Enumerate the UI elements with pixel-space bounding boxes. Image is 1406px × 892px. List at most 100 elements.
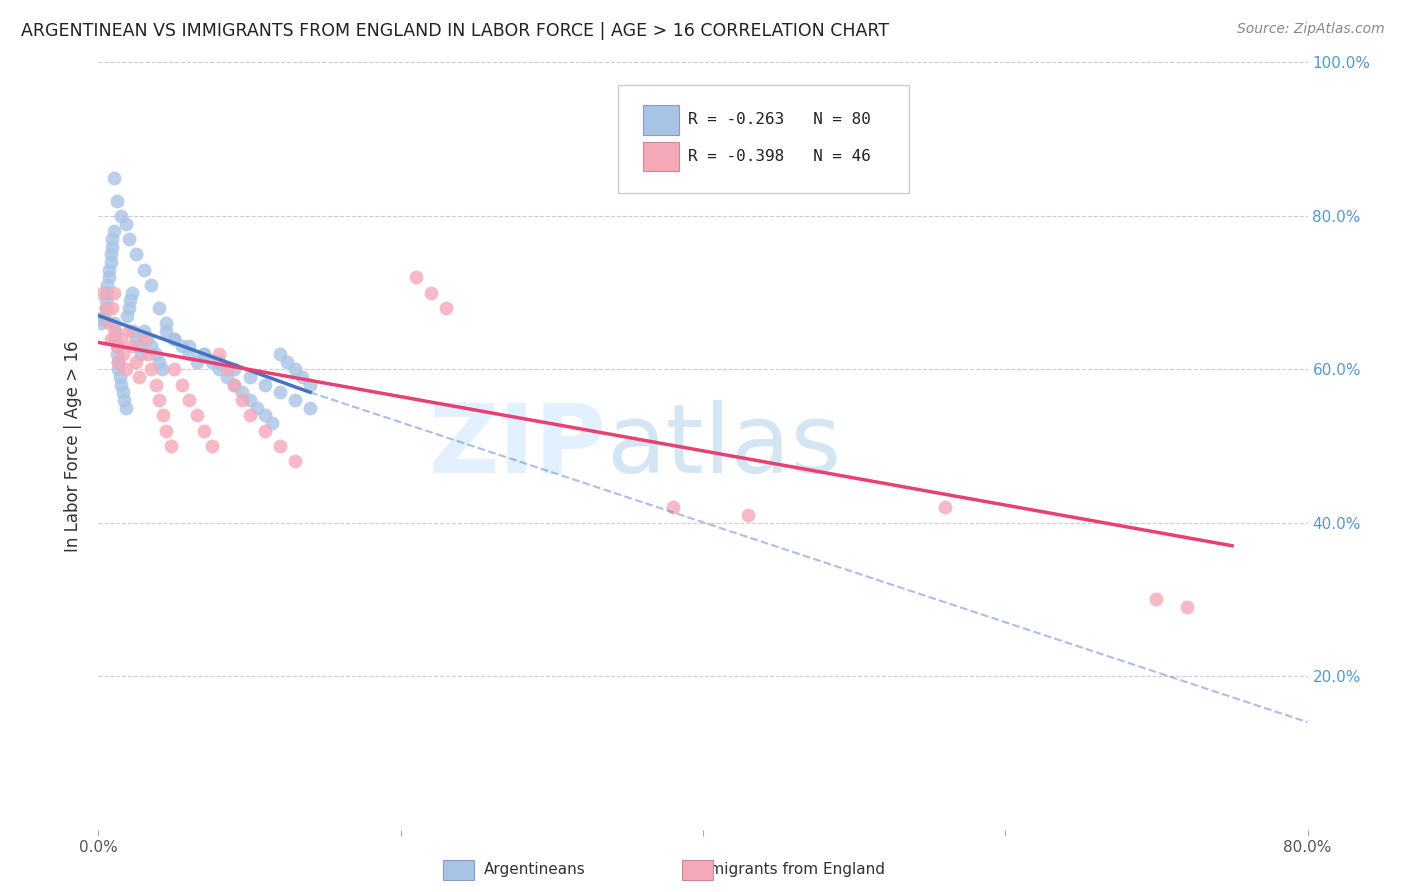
Point [118, 232, 141, 246]
Point [114, 362, 136, 376]
Point [145, 347, 167, 361]
Point [179, 392, 201, 407]
Point [179, 339, 201, 353]
Point [125, 354, 148, 368]
Point [253, 424, 276, 438]
Point [100, 255, 122, 269]
Point [155, 324, 177, 338]
Y-axis label: In Labor Force | Age > 16: In Labor Force | Age > 16 [65, 340, 83, 552]
Point [239, 409, 262, 423]
Point [111, 385, 134, 400]
Point [253, 409, 276, 423]
Point [101, 239, 124, 253]
Point [148, 392, 170, 407]
Point [132, 262, 155, 277]
Point [110, 377, 132, 392]
Point [186, 409, 208, 423]
Point [105, 347, 128, 361]
Point [98, 316, 121, 330]
Point [103, 170, 125, 185]
Point [405, 270, 427, 285]
Point [103, 316, 125, 330]
Point [132, 332, 155, 346]
Bar [643, 105, 679, 135]
Point [121, 339, 143, 353]
Point [201, 439, 224, 453]
Text: ZIP: ZIP [429, 400, 606, 492]
Point [107, 354, 129, 368]
Point [193, 347, 215, 361]
Point [104, 324, 127, 338]
Point [96, 277, 118, 292]
Point [100, 332, 122, 346]
Point [262, 416, 284, 430]
Point [208, 354, 231, 368]
Point [101, 232, 124, 246]
Point [112, 392, 135, 407]
Point [239, 370, 262, 384]
Point [224, 377, 246, 392]
Point [120, 293, 142, 308]
Point [215, 362, 238, 376]
Point [276, 354, 298, 368]
Point [110, 332, 132, 346]
Text: atlas: atlas [606, 400, 841, 492]
Point [299, 377, 322, 392]
Point [231, 392, 253, 407]
Point [114, 217, 136, 231]
Point [103, 224, 125, 238]
Point [163, 332, 186, 346]
Point [105, 339, 128, 353]
Point [170, 339, 193, 353]
Point [115, 309, 138, 323]
Point [98, 270, 121, 285]
Point [163, 332, 186, 346]
Point [155, 424, 177, 438]
Point [93, 309, 115, 323]
Point [145, 377, 167, 392]
Text: Source: ZipAtlas.com: Source: ZipAtlas.com [1237, 22, 1385, 37]
Point [231, 385, 253, 400]
Point [661, 500, 683, 515]
Point [215, 370, 238, 384]
Point [94, 293, 117, 308]
Point [160, 439, 183, 453]
Point [118, 301, 141, 315]
Point [420, 285, 443, 300]
Point [100, 247, 122, 261]
Point [208, 347, 231, 361]
Point [125, 332, 148, 346]
Point [128, 370, 150, 384]
Point [136, 347, 159, 361]
Point [108, 370, 131, 384]
Point [253, 377, 276, 392]
Point [96, 285, 118, 300]
Point [737, 508, 759, 522]
Point [94, 301, 117, 315]
Text: R = -0.398   N = 46: R = -0.398 N = 46 [689, 149, 872, 164]
Point [163, 362, 186, 376]
Point [239, 392, 262, 407]
Point [152, 409, 174, 423]
Point [122, 324, 145, 338]
Point [105, 339, 128, 353]
Point [105, 194, 128, 208]
Point [135, 332, 157, 346]
Point [269, 385, 291, 400]
Point [114, 401, 136, 415]
Point [111, 347, 134, 361]
Point [132, 324, 155, 338]
Point [148, 301, 170, 315]
Point [246, 401, 269, 415]
Point [121, 285, 143, 300]
Point [269, 347, 291, 361]
Point [186, 354, 208, 368]
Point [91, 285, 114, 300]
Point [129, 347, 152, 361]
Point [107, 362, 129, 376]
Point [118, 324, 141, 338]
Point [141, 339, 163, 353]
Point [193, 347, 215, 361]
Point [284, 392, 307, 407]
Point [91, 312, 114, 326]
